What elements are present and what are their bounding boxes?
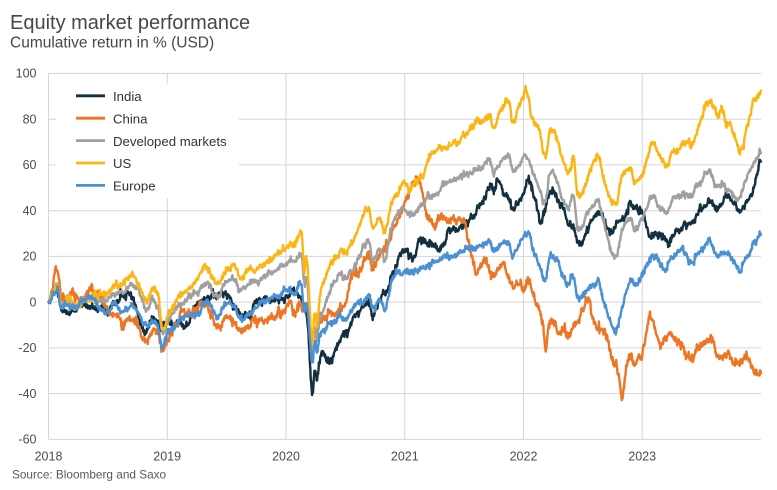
svg-text:2023: 2023 <box>628 450 656 464</box>
svg-text:US: US <box>113 156 132 171</box>
svg-text:2022: 2022 <box>510 450 538 464</box>
svg-text:-40: -40 <box>18 387 36 401</box>
svg-text:60: 60 <box>23 158 37 172</box>
svg-text:Equity market performance: Equity market performance <box>10 12 250 34</box>
svg-text:40: 40 <box>23 204 37 218</box>
svg-text:2019: 2019 <box>153 450 181 464</box>
svg-text:India: India <box>113 89 142 104</box>
svg-text:-20: -20 <box>18 341 36 355</box>
svg-text:100: 100 <box>16 67 37 81</box>
svg-text:Source: Bloomberg and Saxo: Source: Bloomberg and Saxo <box>12 467 167 481</box>
svg-text:2018: 2018 <box>35 450 63 464</box>
svg-text:-60: -60 <box>18 433 36 447</box>
svg-text:China: China <box>113 111 148 126</box>
svg-text:20: 20 <box>23 250 37 264</box>
svg-text:0: 0 <box>30 295 37 309</box>
svg-text:Europe: Europe <box>113 179 156 194</box>
svg-text:Cumulative return in % (USD): Cumulative return in % (USD) <box>10 35 214 52</box>
svg-text:80: 80 <box>23 112 37 126</box>
svg-text:2021: 2021 <box>391 450 419 464</box>
svg-text:Developed markets: Developed markets <box>113 134 227 149</box>
svg-text:2020: 2020 <box>272 450 300 464</box>
